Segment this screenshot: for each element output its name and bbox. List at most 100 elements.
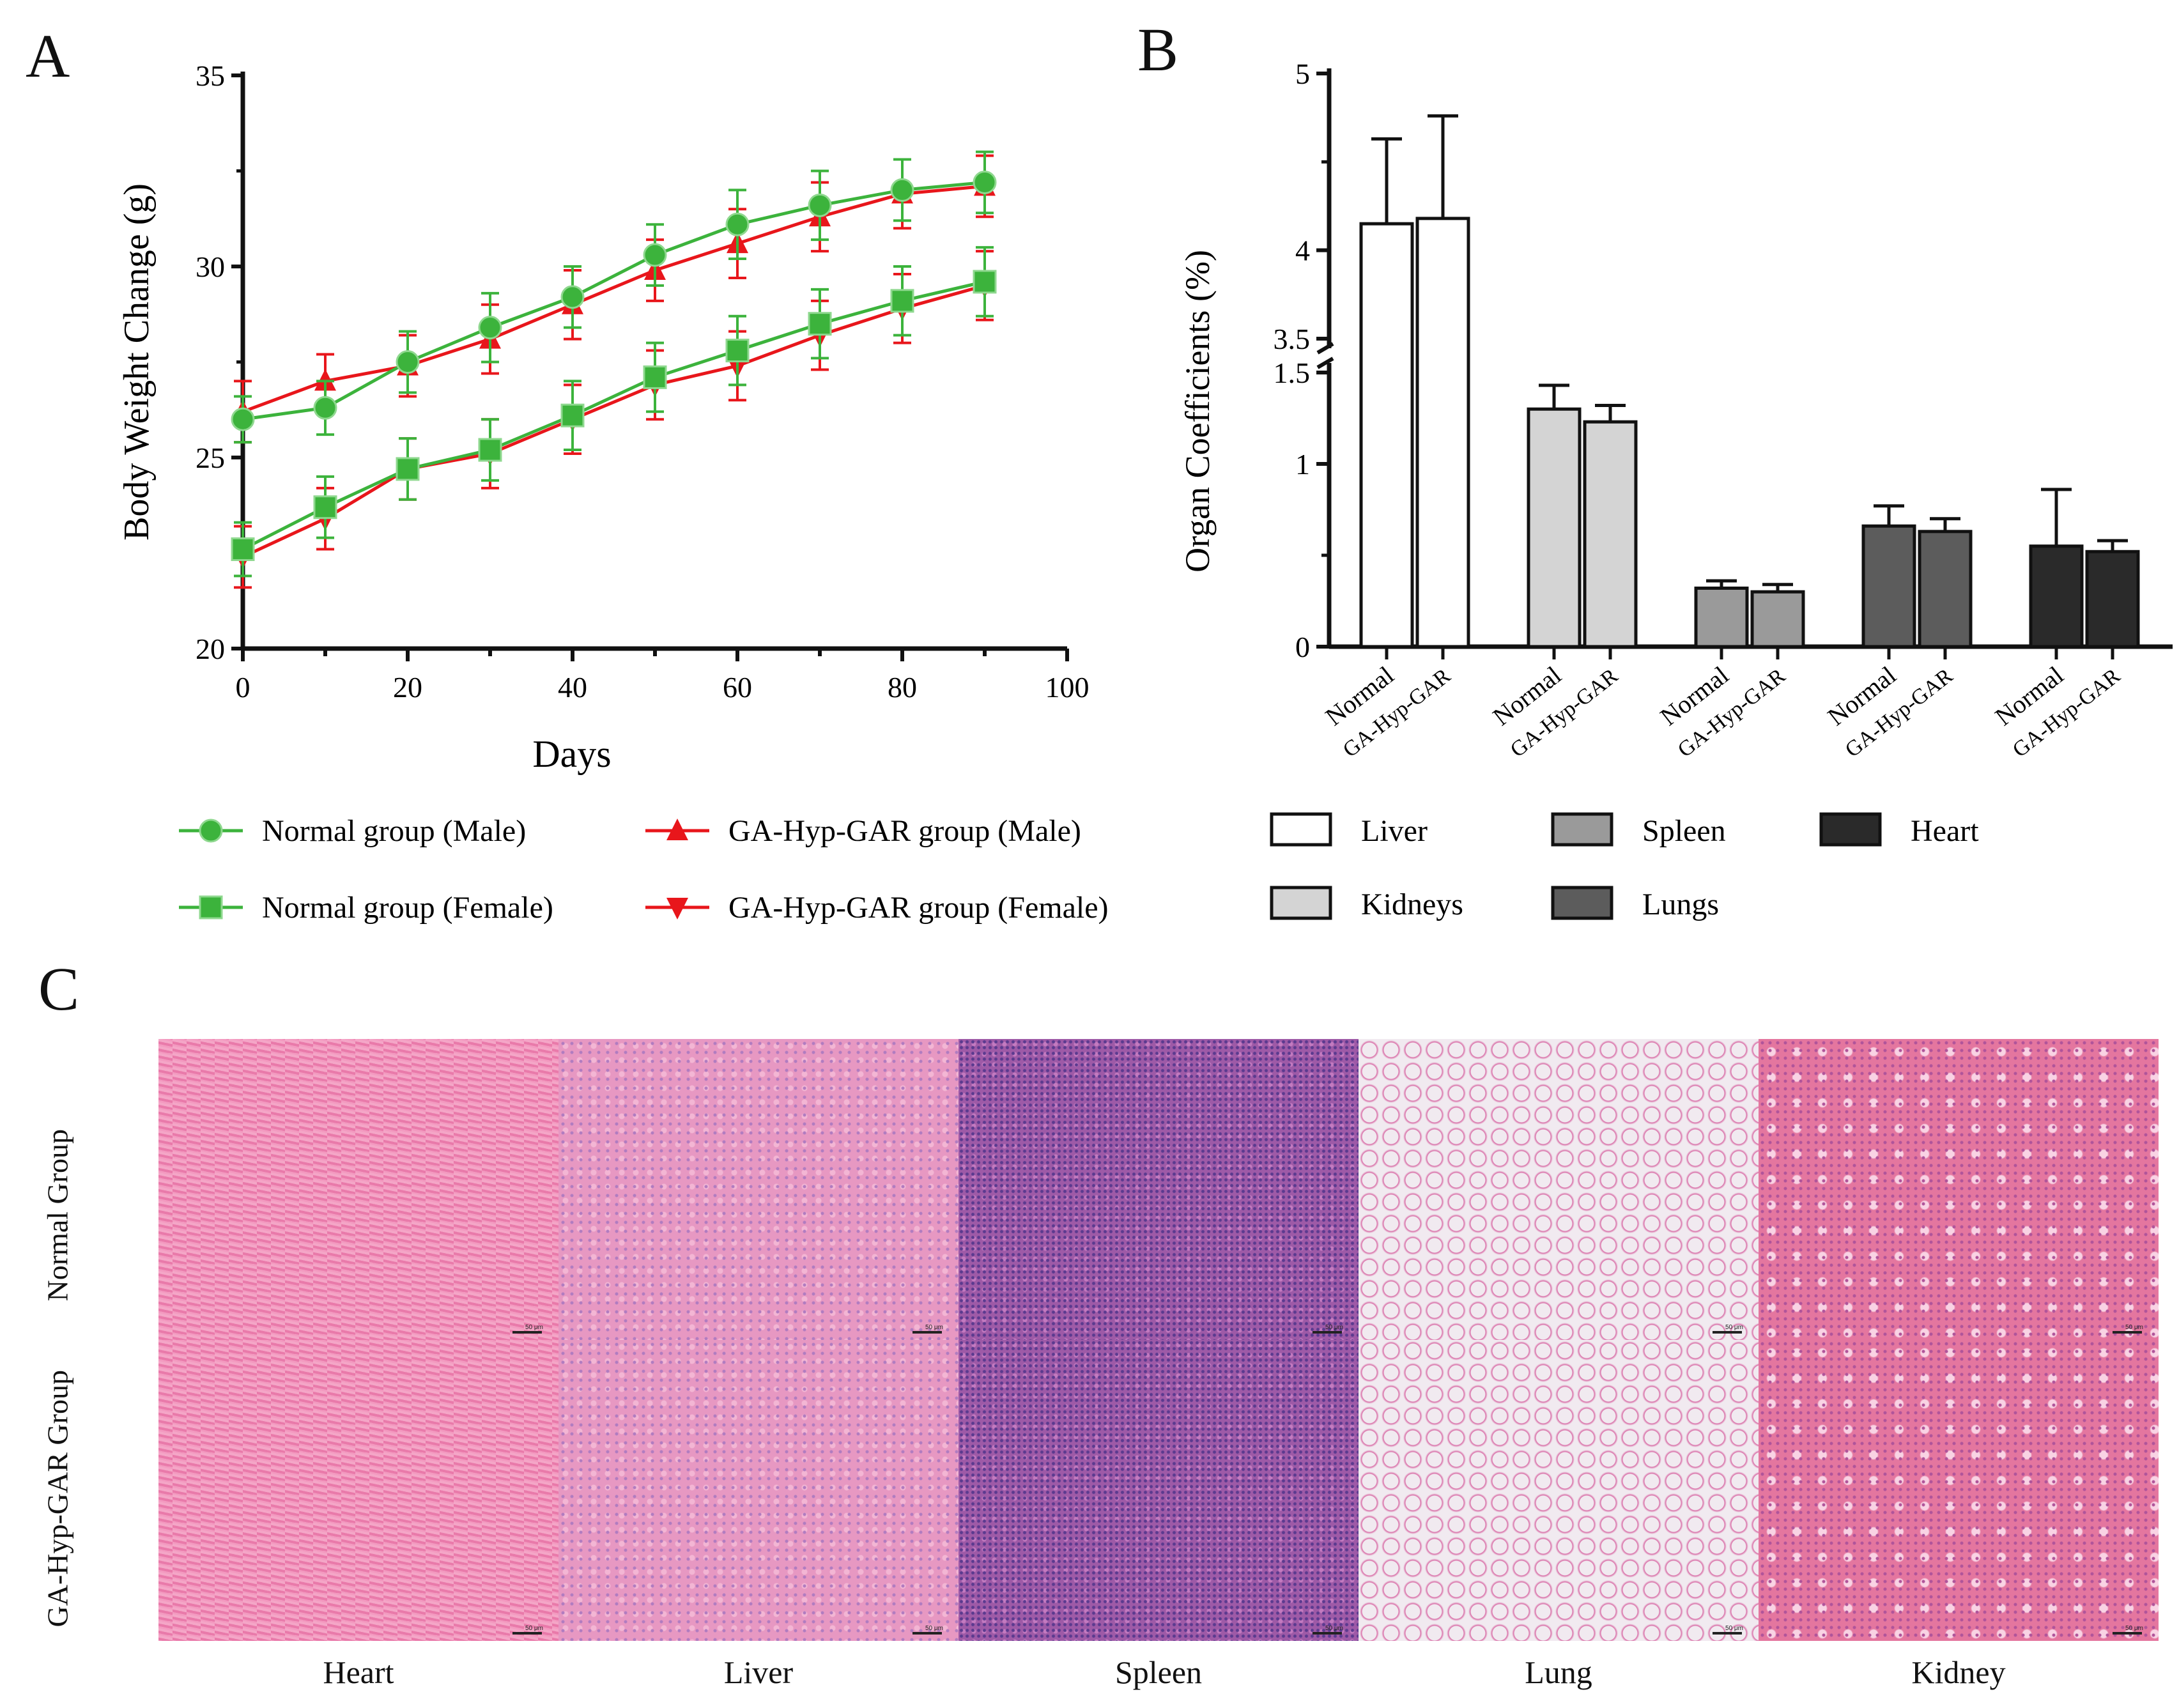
scale-bar xyxy=(912,1331,942,1334)
col-label-kidney: Kidney xyxy=(1911,1654,2006,1690)
data-point xyxy=(478,316,502,340)
scale-bar-label: 50 μm xyxy=(1725,1324,1743,1331)
legend-label: Heart xyxy=(1911,814,1979,848)
col-label-heart: Heart xyxy=(323,1654,394,1690)
data-point xyxy=(973,270,997,294)
scale-bar-label: 50 μm xyxy=(1325,1625,1343,1632)
y-tick-label: 30 xyxy=(196,250,225,283)
y-tick-label: 1 xyxy=(1295,448,1310,481)
bar xyxy=(1918,530,1973,649)
body-weight-chart: 20 25 30 35 0 20 40 60 80 100 Days Body Weight Chan… xyxy=(117,59,1109,925)
series-3 xyxy=(232,250,996,589)
y-tick-label: 3.5 xyxy=(1274,323,1311,355)
legend-label: Liver xyxy=(1361,814,1428,848)
data-point xyxy=(808,312,832,336)
series-0 xyxy=(231,150,997,444)
legend-swatch xyxy=(1270,812,1332,847)
legend-marker xyxy=(666,898,688,919)
legend-label: Normal group (Female) xyxy=(262,891,553,925)
legend-swatch xyxy=(1551,812,1613,847)
data-point xyxy=(643,243,667,267)
legend-marker xyxy=(666,819,688,840)
row-label-normal: Normal Group xyxy=(41,1128,74,1302)
y-tick-label: 4 xyxy=(1295,235,1310,267)
y-tick-label: 20 xyxy=(196,633,225,665)
bar xyxy=(1527,407,1582,649)
scale-bar-label: 50 μm xyxy=(925,1324,943,1331)
legend-label: Normal group (Male) xyxy=(262,814,526,848)
x-tick-label: 40 xyxy=(558,671,587,704)
data-point xyxy=(313,396,337,420)
series-line xyxy=(242,284,985,558)
bar xyxy=(1583,420,1638,649)
scale-bar xyxy=(1713,1331,1742,1334)
scale-bar-label: 50 μm xyxy=(1325,1324,1343,1331)
series-line xyxy=(242,180,985,421)
data-point xyxy=(231,537,255,562)
histology-image-lung-normal: 50 μm xyxy=(1359,1039,1759,1340)
y-tick-label: 1.5 xyxy=(1274,357,1311,389)
scale-bar xyxy=(2113,1331,2142,1334)
histology-image-liver-treatment: 50 μm xyxy=(558,1340,959,1641)
bar xyxy=(1861,524,1916,649)
series-line xyxy=(242,184,985,413)
x-tick-label: 0 xyxy=(236,671,250,704)
scale-bar xyxy=(512,1632,542,1635)
scale-bar-label: 50 μm xyxy=(925,1625,943,1632)
bar xyxy=(1750,590,1805,649)
row-label-treatment: GA-Hyp-GAR Group xyxy=(41,1370,74,1627)
data-point xyxy=(890,289,914,313)
scale-bar-label: 50 μm xyxy=(2125,1625,2143,1632)
x-tick-label: 60 xyxy=(723,671,752,704)
scale-bar-label: 50 μm xyxy=(525,1625,543,1632)
data-point xyxy=(396,457,420,481)
y-tick-label: 25 xyxy=(196,442,225,474)
legend-label: GA-Hyp-GAR group (Male) xyxy=(728,814,1081,848)
legend-marker xyxy=(199,895,223,919)
scale-bar xyxy=(1713,1632,1742,1635)
histology-image-lung-treatment: 50 μm xyxy=(1359,1340,1759,1641)
histology-grid: 50 μm 50 μm 50 μm 50 μm 50 μm 50 μm 50 μm 50 μm… xyxy=(158,1039,2159,1641)
scale-bar xyxy=(912,1632,942,1635)
data-point xyxy=(808,193,832,217)
bar xyxy=(2029,544,2084,649)
series-line xyxy=(242,280,985,551)
data-point xyxy=(725,339,750,363)
histology-image-spleen-treatment: 50 μm xyxy=(959,1340,1359,1641)
histology-image-heart-treatment: 50 μm xyxy=(158,1340,558,1641)
col-label-spleen: Spleen xyxy=(1114,1654,1203,1690)
legend-label: Kidneys xyxy=(1361,888,1463,921)
col-label-liver: Liver xyxy=(723,1654,794,1690)
legend-label: Spleen xyxy=(1642,814,1726,848)
data-point xyxy=(560,403,585,427)
data-point xyxy=(478,438,502,462)
data-point xyxy=(231,407,255,431)
scale-bar xyxy=(512,1331,542,1334)
data-point xyxy=(725,212,750,236)
y-tick-label: 0 xyxy=(1295,631,1310,663)
x-tick-label: 80 xyxy=(888,671,917,704)
legend-label: Lungs xyxy=(1642,888,1719,921)
scale-bar-label: 50 μm xyxy=(1725,1625,1743,1632)
scale-bar-label: 50 μm xyxy=(525,1324,543,1331)
scale-bar xyxy=(1313,1632,1342,1635)
panel-c-label: C xyxy=(38,955,80,1023)
col-label-lung: Lung xyxy=(1525,1654,1592,1690)
scale-bar xyxy=(2113,1632,2142,1635)
legend-label: GA-Hyp-GAR group (Female) xyxy=(728,891,1109,925)
data-point xyxy=(973,170,997,194)
scale-bar-label: 50 μm xyxy=(2125,1324,2143,1331)
histology-image-heart-normal: 50 μm xyxy=(158,1039,558,1340)
axis-break-mark xyxy=(1316,342,1334,355)
data-point xyxy=(560,285,585,309)
y-tick-label: 5 xyxy=(1295,58,1310,90)
panel-a-label: A xyxy=(26,22,70,90)
histology-image-kidney-normal: 50 μm xyxy=(1759,1039,2159,1340)
data-point xyxy=(890,178,914,202)
legend-swatch xyxy=(1551,886,1613,920)
bar xyxy=(1694,586,1749,649)
legend-marker xyxy=(199,819,223,843)
data-point xyxy=(643,365,667,389)
data-point xyxy=(396,350,420,374)
